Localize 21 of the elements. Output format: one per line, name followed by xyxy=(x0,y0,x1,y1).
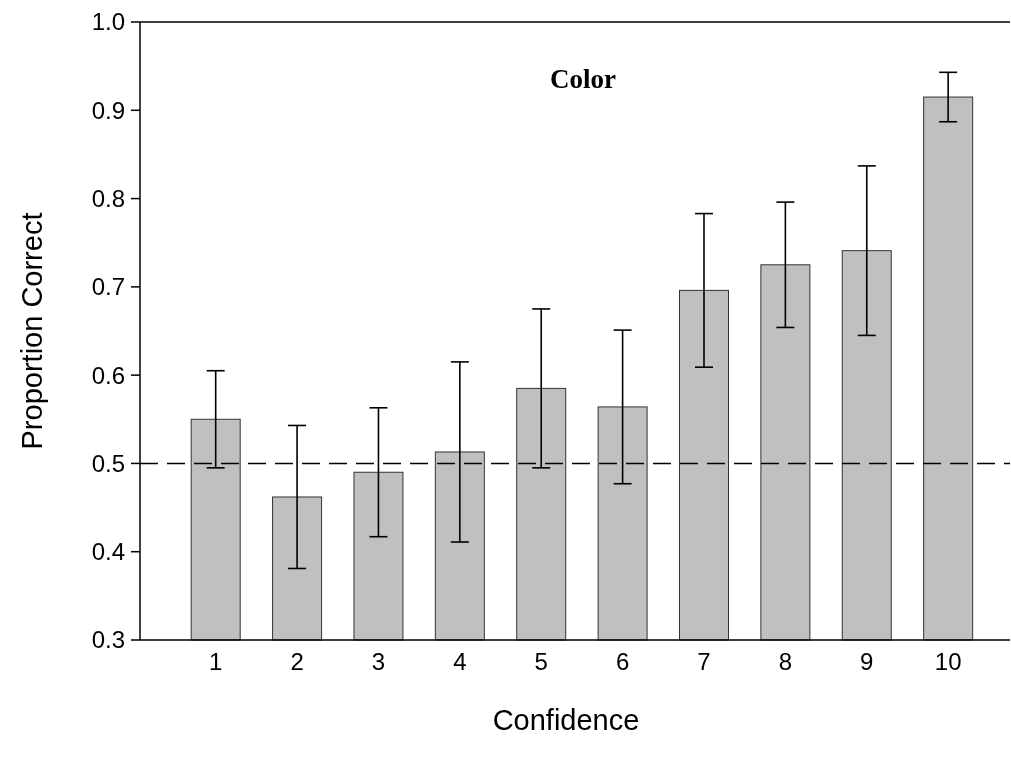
x-axis-title: Confidence xyxy=(492,704,640,736)
y-tick-label: 1.0 xyxy=(91,8,125,36)
y-tick-label: 0.5 xyxy=(91,449,125,477)
x-tick-label: 2 xyxy=(290,648,304,675)
x-tick-label: 10 xyxy=(934,648,962,675)
y-tick-label: 0.3 xyxy=(91,626,125,654)
y-axis-title: Proportion Correct xyxy=(16,212,48,450)
y-tick-label: 0.8 xyxy=(91,184,125,212)
x-tick-label: 5 xyxy=(534,648,548,675)
x-tick-label: 7 xyxy=(697,648,711,675)
y-tick-label: 0.6 xyxy=(91,361,125,389)
text: Color xyxy=(550,64,617,94)
y-tick-label: 0.4 xyxy=(91,538,125,566)
y-tick-label: 0.9 xyxy=(91,96,125,124)
x-tick-label: 6 xyxy=(615,648,630,675)
x-tick-label: 1 xyxy=(209,648,223,675)
x-tick-label: 9 xyxy=(860,648,874,675)
y-tick-label: 0.7 xyxy=(91,273,125,301)
x-tick-label: 8 xyxy=(778,648,793,675)
x-tick-label: 3 xyxy=(371,648,386,675)
x-tick-label: 4 xyxy=(453,648,467,675)
